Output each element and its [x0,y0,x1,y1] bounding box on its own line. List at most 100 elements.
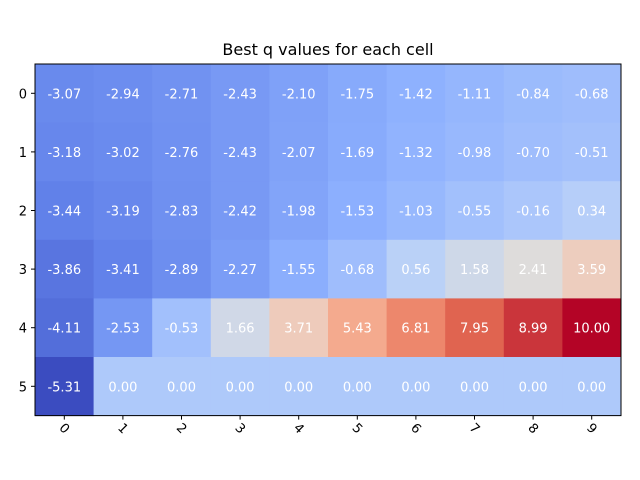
x-tick-label: 5 [349,421,365,437]
heatmap-cell [562,122,622,182]
cell-value-label: -5.31 [47,380,81,395]
cell-value-label: -0.98 [458,146,492,161]
heatmap-cell [35,239,95,299]
heatmap-cell [35,357,95,417]
heatmap-cell [35,298,95,358]
heatmap-cell [562,239,622,299]
cell-value-label: -0.68 [340,263,374,278]
cell-value-label: 0.00 [284,380,313,395]
heatmap-cell [562,298,622,358]
y-tick-label: 4 [19,322,27,337]
cell-value-label: 10.00 [573,322,610,337]
cell-value-label: 1.58 [460,263,489,278]
cell-value-label: -1.32 [399,146,433,161]
cell-value-label: -2.43 [223,87,257,102]
cell-value-label: -0.53 [165,322,199,337]
heatmap-cell [152,122,212,182]
cell-value-label: 5.43 [343,322,372,337]
heatmap-cell [35,64,95,124]
heatmap-cell [269,239,329,299]
heatmap-cell [328,122,388,182]
heatmap-cell [152,357,212,417]
cell-value-label: -1.42 [399,87,433,102]
cell-value-label: -1.03 [399,205,433,220]
y-tick-label: 2 [19,205,27,220]
cell-value-label: -0.68 [575,87,609,102]
x-axis-ticks: 0 1 2 3 4 5 6 7 8 9 [56,415,600,437]
heatmap-cell [210,122,270,182]
x-tick-label: 6 [407,421,423,437]
cell-value-label: -2.27 [223,263,257,278]
cell-value-label: -1.53 [340,205,374,220]
cell-value-label: 7.95 [460,322,489,337]
cell-value-label: 3.59 [577,263,606,278]
heatmap-cell [35,181,95,241]
cell-value-label: -1.75 [340,87,374,102]
cell-value-label: 0.00 [577,380,606,395]
heatmap-cell [328,181,388,241]
heatmap-cell [445,298,505,358]
cell-value-label: -2.53 [106,322,140,337]
heatmap-cell [503,357,563,417]
cell-value-label: 0.34 [577,205,606,220]
cell-value-label: 6.81 [401,322,430,337]
heatmap-cell [93,298,153,358]
y-tick-label: 3 [19,263,27,278]
heatmap-cell [445,122,505,182]
heatmap-cell [93,64,153,124]
heatmap-cell [386,64,446,124]
heatmap-cell [328,298,388,358]
cell-value-label: -3.19 [106,205,140,220]
cell-value-label: -3.02 [106,146,140,161]
x-tick-label: 3 [232,421,248,437]
heatmap-cell [328,357,388,417]
heatmap-cell [93,239,153,299]
cell-value-label: -2.10 [282,87,316,102]
heatmap-cell [269,64,329,124]
cell-value-label: -0.84 [516,87,550,102]
cell-value-label: 8.99 [519,322,548,337]
x-tick-label: 1 [114,421,130,437]
cell-value-label: -2.83 [165,205,199,220]
x-tick-label: 8 [525,421,541,437]
cell-value-label: -2.42 [223,205,257,220]
cell-value-label: -4.11 [47,322,81,337]
cell-value-label: 0.00 [108,380,137,395]
x-tick-label: 7 [466,421,482,437]
x-tick-label: 4 [290,421,306,437]
heatmap-cell [445,357,505,417]
x-tick-label: 0 [56,421,72,437]
cell-value-label: -1.69 [340,146,374,161]
heatmap-cell [93,122,153,182]
heatmap-cell [210,298,270,358]
heatmap-cell [386,122,446,182]
cell-value-label: -1.98 [282,205,316,220]
cell-value-label: -2.43 [223,146,257,161]
y-tick-label: 0 [19,87,27,102]
cell-value-label: -3.18 [47,146,81,161]
cell-value-labels: -3.07 -2.94 -2.71 -2.43 -2.10 -1.75 -1.42 -1.11… [47,87,610,395]
heatmap-cell [269,357,329,417]
cell-value-label: -2.94 [106,87,140,102]
y-tick-label: 1 [19,146,27,161]
cell-value-label: 0.00 [167,380,196,395]
plot-frame [34,63,622,417]
cell-value-label: 0.00 [460,380,489,395]
heatmap-cell [152,239,212,299]
heatmap-cell [562,181,622,241]
heatmap-cell [445,239,505,299]
heatmap-cell [269,298,329,358]
cell-value-label: 0.00 [226,380,255,395]
cell-value-label: -3.07 [47,87,81,102]
y-tick-label: 5 [19,380,27,395]
heatmap-cell [152,298,212,358]
y-axis-ticks: 0 1 2 3 4 5 [19,87,35,395]
cell-value-label: 0.56 [401,263,430,278]
x-tick-label: 2 [173,421,189,437]
heatmap-cell [562,357,622,417]
cell-value-label: -0.55 [458,205,492,220]
heatmap-cell [210,239,270,299]
cell-value-label: -3.44 [47,205,81,220]
heatmap-cell [269,181,329,241]
